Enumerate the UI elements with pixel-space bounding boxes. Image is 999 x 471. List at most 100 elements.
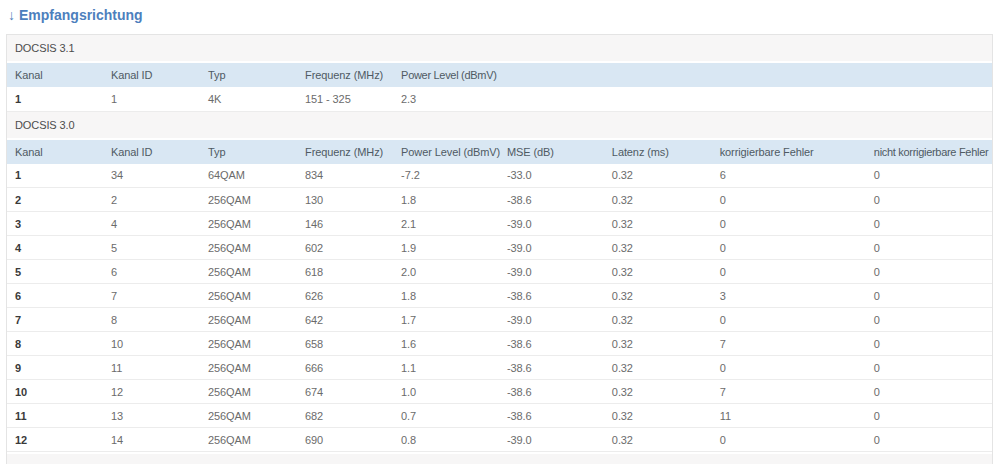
- table-cell: 14: [103, 428, 200, 452]
- table-cell: 12: [103, 380, 200, 404]
- column-header-mse-db: MSE (dB): [499, 140, 604, 164]
- table-row: 56256QAM6182.0-39.00.3200: [7, 260, 992, 284]
- table-cell: 1: [7, 87, 103, 111]
- table-cell: 626: [297, 284, 393, 308]
- table-cell: 0.32: [604, 188, 712, 212]
- table-cell: -38.6: [499, 188, 604, 212]
- docsis31-section-header: DOCSIS 3.1: [7, 35, 992, 63]
- table-cell: 0: [866, 308, 992, 332]
- table-cell: 12: [7, 428, 103, 452]
- table-cell: 8: [7, 332, 103, 356]
- column-header-latenz-ms: Latenz (ms): [604, 140, 712, 164]
- table-cell: 0: [866, 188, 992, 212]
- page-title: Empfangsrichtung: [19, 7, 143, 23]
- table-cell: 10: [103, 332, 200, 356]
- column-header-kanal: Kanal: [7, 63, 103, 87]
- table-cell: 5: [7, 260, 103, 284]
- table-cell: 146: [297, 212, 393, 236]
- table-cell: 0.32: [604, 260, 712, 284]
- table-cell: 682: [297, 404, 393, 428]
- table-cell: 2: [7, 188, 103, 212]
- table-cell: 0.32: [604, 164, 712, 188]
- column-header-power-level-dbmv: Power Level (dBmV): [393, 63, 992, 87]
- table-row: 22256QAM1301.8-38.60.3200: [7, 188, 992, 212]
- table-cell: -39.0: [499, 260, 604, 284]
- column-header-typ: Typ: [200, 63, 297, 87]
- table-cell: 0.32: [604, 212, 712, 236]
- column-header-kanal-id: Kanal ID: [103, 63, 200, 87]
- empfangsrichtung-section-toggle[interactable]: ↓Empfangsrichtung: [8, 7, 143, 23]
- table-cell: -38.6: [499, 332, 604, 356]
- docsis31-table: KanalKanal IDTypFrequenz (MHz)Power Leve…: [7, 63, 992, 112]
- table-cell: 0.8: [393, 428, 499, 452]
- table-cell: 256QAM: [200, 212, 297, 236]
- table-cell: 3: [712, 284, 866, 308]
- table-cell: 0: [866, 260, 992, 284]
- table-cell: 5: [103, 236, 200, 260]
- table-row: 1012256QAM6741.0-38.60.3270: [7, 380, 992, 404]
- table-cell: 2.1: [393, 212, 499, 236]
- column-header-kanal-id: Kanal ID: [103, 140, 200, 164]
- table-cell: 674: [297, 380, 393, 404]
- table-row: 810256QAM6581.6-38.60.3270: [7, 332, 992, 356]
- table-cell: 0: [866, 164, 992, 188]
- table-cell: -38.6: [499, 380, 604, 404]
- table-cell: 4: [103, 212, 200, 236]
- table-cell: 256QAM: [200, 284, 297, 308]
- table-cell: 8: [103, 308, 200, 332]
- table-cell: 256QAM: [200, 356, 297, 380]
- table-cell: 0.32: [604, 332, 712, 356]
- table-cell: 34: [103, 164, 200, 188]
- table-cell: 0: [712, 236, 866, 260]
- column-header-kanal: Kanal: [7, 140, 103, 164]
- table-cell: 256QAM: [200, 428, 297, 452]
- table-cell: -7.2: [393, 164, 499, 188]
- table-cell: 256QAM: [200, 188, 297, 212]
- table-cell: 0: [712, 356, 866, 380]
- table-cell: 6: [712, 164, 866, 188]
- table-cell: 658: [297, 332, 393, 356]
- table-cell: 10: [7, 380, 103, 404]
- table-cell: 256QAM: [200, 236, 297, 260]
- table-cell: 2.3: [393, 87, 992, 111]
- table-cell: 2.0: [393, 260, 499, 284]
- column-header-power-level-dbmv: Power Level (dBmV): [393, 140, 499, 164]
- table-cell: 1.0: [393, 380, 499, 404]
- table-cell: 0.32: [604, 356, 712, 380]
- table-cell: 0: [866, 356, 992, 380]
- table-cell: 1.9: [393, 236, 499, 260]
- table-cell: 1: [103, 87, 200, 111]
- table-cell: 0.32: [604, 236, 712, 260]
- table-cell: 1.8: [393, 284, 499, 308]
- table-row: 114K151 - 3252.3: [7, 87, 992, 111]
- table-cell: 834: [297, 164, 393, 188]
- table-cell: 1.8: [393, 188, 499, 212]
- table-row: 911256QAM6661.1-38.60.3200: [7, 356, 992, 380]
- table-cell: 130: [297, 188, 393, 212]
- table-cell: 256QAM: [200, 332, 297, 356]
- table-cell: 0: [866, 380, 992, 404]
- table-cell: 0.32: [604, 380, 712, 404]
- table-cell: 7: [712, 332, 866, 356]
- docsis30-header-row: KanalKanal IDTypFrequenz (MHz)Power Leve…: [7, 140, 992, 164]
- column-header-frequenz-mhz: Frequenz (MHz): [297, 63, 393, 87]
- table-cell: 151 - 325: [297, 87, 393, 111]
- table-cell: 1.1: [393, 356, 499, 380]
- table-cell: 4K: [200, 87, 297, 111]
- table-cell: 4: [7, 236, 103, 260]
- table-cell: -33.0: [499, 164, 604, 188]
- table-cell: 0: [712, 188, 866, 212]
- table-cell: 0: [712, 308, 866, 332]
- table-cell: 256QAM: [200, 260, 297, 284]
- table-row: 13464QAM834-7.2-33.00.3260: [7, 164, 992, 188]
- table-cell: -38.6: [499, 356, 604, 380]
- table-cell: -38.6: [499, 284, 604, 308]
- table-row: 34256QAM1462.1-39.00.3200: [7, 212, 992, 236]
- table-cell: 256QAM: [200, 404, 297, 428]
- table-cell: -38.6: [499, 404, 604, 428]
- table-cell: 7: [103, 284, 200, 308]
- table-cell: 11: [7, 404, 103, 428]
- table-cell: 1.7: [393, 308, 499, 332]
- table-cell: 0.32: [604, 284, 712, 308]
- table-cell: 1.6: [393, 332, 499, 356]
